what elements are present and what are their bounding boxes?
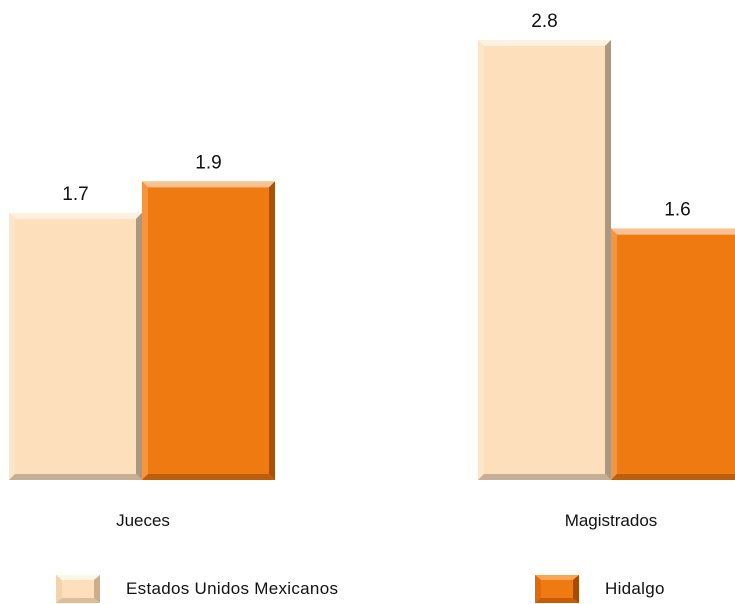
data-label-hidalgo-magistrados: 1.6 — [664, 200, 690, 221]
legend-item-hidalgo: Hidalgo — [535, 574, 665, 604]
category-label-magistrados: Magistrados — [565, 511, 658, 530]
data-label-estados-unidos-mexicanos-magistrados: 2.8 — [531, 11, 557, 32]
bar-hidalgo-magistrados — [611, 228, 735, 480]
category-label-jueces: Jueces — [116, 511, 170, 530]
data-label-estados-unidos-mexicanos-jueces: 1.7 — [62, 184, 88, 205]
labels-layer: 1.7 2.8 1.9 1.6 Jueces Magistrados — [62, 11, 690, 530]
legend-item-estados-unidos-mexicanos: Estados Unidos Mexicanos — [56, 574, 338, 604]
legend-label-hidalgo: Hidalgo — [605, 579, 665, 598]
legend-swatch-estados-unidos-mexicanos — [56, 575, 100, 603]
legend-label-estados-unidos-mexicanos: Estados Unidos Mexicanos — [126, 579, 339, 598]
bar-estados-unidos-mexicanos-magistrados — [478, 40, 611, 480]
bar-hidalgo-jueces — [142, 181, 275, 480]
legend-swatch-hidalgo — [535, 575, 579, 603]
data-label-hidalgo-jueces: 1.9 — [195, 152, 221, 173]
bar-estados-unidos-mexicanos-jueces — [9, 212, 142, 480]
bars-layer — [9, 40, 735, 480]
